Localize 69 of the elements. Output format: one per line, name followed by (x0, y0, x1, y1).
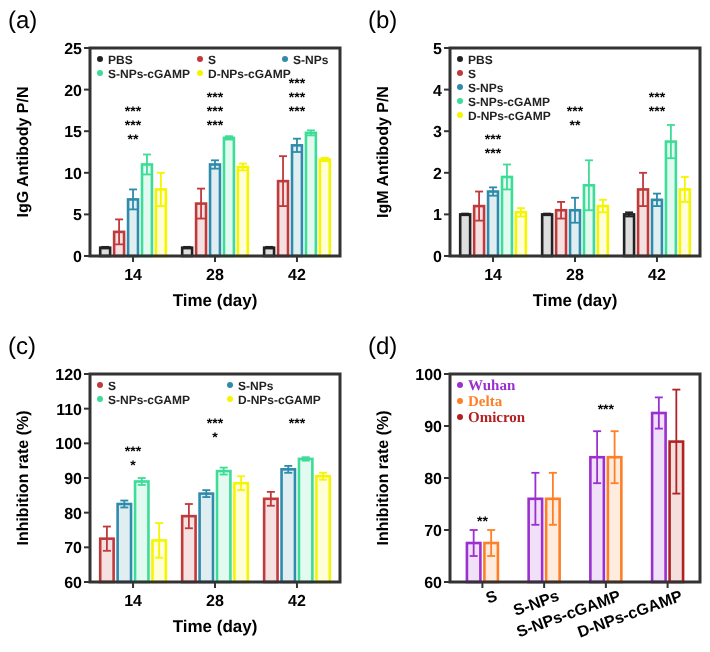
bar (582, 183, 596, 258)
y-tick-label: 0 (73, 248, 84, 266)
bar (622, 213, 636, 258)
bar (318, 158, 332, 258)
bar (664, 140, 678, 258)
chart-title: (c) (8, 332, 36, 360)
bar (140, 163, 154, 258)
y-tick-label: 80 (64, 504, 84, 523)
y-tick-label: 25 (64, 40, 84, 58)
bar (486, 190, 500, 258)
bar (290, 144, 304, 258)
y-tick-label: 10 (64, 164, 84, 183)
bar (540, 213, 554, 258)
bar (650, 198, 664, 258)
x-tick-label: 42 (288, 266, 307, 284)
chart-title: (d) (368, 332, 398, 360)
y-tick-label: 0 (433, 248, 444, 266)
bar (458, 213, 472, 258)
y-tick-label: 100 (55, 435, 84, 454)
bar (126, 198, 140, 258)
x-axis-title: Time (day) (172, 616, 258, 636)
x-tick-label: 28 (206, 592, 225, 610)
x-axis-title: Time (day) (532, 290, 618, 310)
bar (236, 165, 250, 258)
y-tick-label: 15 (64, 123, 84, 142)
y-tick-label: 2 (433, 164, 444, 183)
chart-title: (b) (368, 6, 398, 34)
bar (154, 188, 168, 258)
x-tick-label: 28 (206, 266, 225, 284)
y-tick-label: 80 (424, 470, 444, 488)
y-tick-label: 5 (433, 40, 444, 58)
y-tick-label: 110 (56, 400, 84, 419)
bar (514, 211, 528, 258)
y-tick-label: 70 (424, 522, 444, 540)
bar (194, 202, 208, 258)
y-tick-label: 1 (433, 206, 444, 225)
bar (596, 204, 610, 258)
x-tick-label: 42 (288, 592, 307, 610)
x-axis-title: Time (day) (172, 290, 258, 310)
bar (222, 136, 236, 258)
y-tick-label: 70 (64, 539, 84, 558)
y-tick-label: 3 (433, 123, 444, 142)
y-tick-label: 5 (73, 206, 84, 225)
x-tick-label: 42 (648, 266, 667, 284)
bar (276, 179, 290, 258)
chart-title: (a) (8, 6, 38, 34)
y-tick-label: 100 (415, 366, 444, 384)
y-tick-label: 60 (424, 574, 444, 592)
bar (636, 188, 650, 258)
x-tick-label: 14 (124, 266, 144, 284)
y-axis-title: Inhibition rate (%) (374, 409, 392, 546)
x-tick-label: 28 (566, 266, 585, 284)
y-tick-label: 90 (424, 418, 444, 436)
y-tick-label: 4 (433, 81, 444, 100)
x-tick-label: 14 (124, 592, 144, 610)
y-axis-title: Inhibition rate (%) (14, 409, 32, 546)
y-tick-label: 120 (55, 366, 84, 384)
y-axis-title: IgG Antibody P/N (14, 86, 32, 218)
x-tick-label: S (483, 586, 502, 608)
y-tick-label: 60 (64, 574, 84, 592)
y-tick-label: 90 (64, 470, 84, 488)
bar (304, 131, 318, 258)
bar (208, 163, 222, 258)
bar (554, 208, 568, 258)
y-axis-title: IgM Antibody P/N (374, 85, 392, 218)
bar (678, 188, 692, 258)
bar (500, 175, 514, 258)
y-tick-label: 20 (64, 81, 84, 100)
x-tick-label: 14 (484, 266, 504, 284)
